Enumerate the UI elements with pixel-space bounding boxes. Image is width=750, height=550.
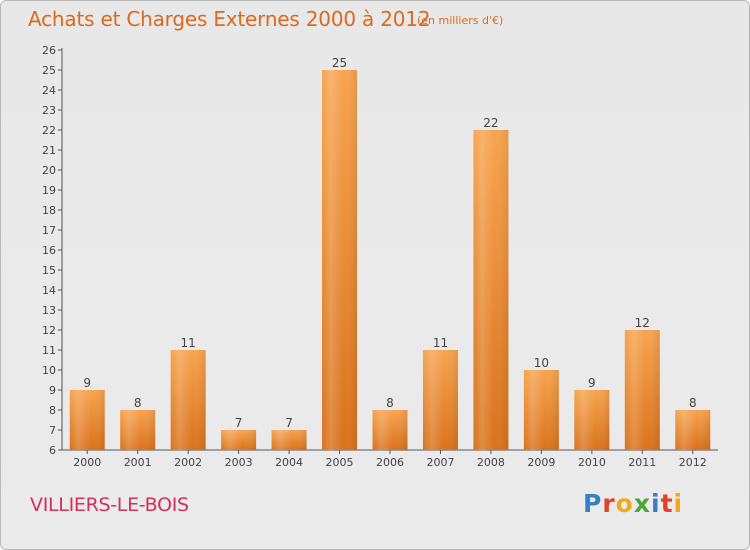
proxiti-logo: Proxiti <box>583 489 683 518</box>
y-tick-label: 26 <box>42 44 56 57</box>
bar-highlight <box>69 390 105 450</box>
x-tick-label: 2002 <box>174 456 202 469</box>
y-tick-label: 22 <box>42 124 56 137</box>
value-label: 8 <box>689 396 697 410</box>
y-tick-label: 13 <box>42 304 56 317</box>
chart-title: Achats et Charges Externes 2000 à 2012 <box>28 7 431 31</box>
value-label: 7 <box>235 416 243 430</box>
x-tick-label: 2005 <box>326 456 354 469</box>
y-tick-label: 8 <box>49 404 56 417</box>
y-axis: 6 7 8 9 10 11 12 13 14 15 16 17 18 19 20 21 22 23 24 25 26 <box>42 44 63 457</box>
value-labels: 9 8 11 7 7 25 8 11 22 10 9 12 8 <box>83 56 696 430</box>
logo-letter: o <box>615 489 634 518</box>
value-label: 25 <box>332 56 347 70</box>
bar-highlight <box>120 410 156 450</box>
bars <box>69 70 711 450</box>
y-tick-label: 16 <box>42 244 56 257</box>
bar-highlight <box>322 70 358 450</box>
y-tick-label: 21 <box>42 144 56 157</box>
x-tick-label: 2008 <box>477 456 505 469</box>
y-tick-label: 18 <box>42 204 56 217</box>
y-tick-label: 11 <box>42 344 56 357</box>
y-tick-label: 24 <box>42 84 56 97</box>
x-tick-label: 2007 <box>426 456 454 469</box>
x-tick-label: 2012 <box>679 456 707 469</box>
value-label: 8 <box>386 396 394 410</box>
y-tick-label: 20 <box>42 164 56 177</box>
y-tick-label: 12 <box>42 324 56 337</box>
value-label: 22 <box>483 116 498 130</box>
value-label: 10 <box>534 356 549 370</box>
bar-highlight <box>372 410 408 450</box>
value-label: 9 <box>83 376 91 390</box>
x-tick-label: 2003 <box>225 456 253 469</box>
value-label: 12 <box>635 316 650 330</box>
y-tick-label: 25 <box>42 64 56 77</box>
x-tick-label: 2000 <box>73 456 101 469</box>
y-tick-label: 23 <box>42 104 56 117</box>
bar-highlight <box>624 330 660 450</box>
bar-highlight <box>221 430 257 450</box>
logo-letter: r <box>602 489 616 518</box>
bar-highlight <box>271 430 307 450</box>
y-tick-label: 19 <box>42 184 56 197</box>
value-label: 11 <box>181 336 196 350</box>
logo-letter: i <box>673 489 684 518</box>
bar-highlight <box>170 350 206 450</box>
x-tick-label: 2006 <box>376 456 404 469</box>
x-tick-label: 2001 <box>124 456 152 469</box>
value-label: 7 <box>285 416 293 430</box>
value-label: 11 <box>433 336 448 350</box>
y-tick-label: 9 <box>49 384 56 397</box>
value-label: 9 <box>588 376 596 390</box>
place-name: VILLIERS-LE-BOIS <box>30 494 189 516</box>
bar-highlight <box>675 410 711 450</box>
bar-highlight <box>473 130 509 450</box>
x-tick-label: 2009 <box>527 456 555 469</box>
bar-highlight <box>422 350 458 450</box>
bar-highlight <box>574 390 610 450</box>
y-tick-label: 15 <box>42 264 56 277</box>
y-tick-label: 14 <box>42 284 56 297</box>
y-tick-label: 17 <box>42 224 56 237</box>
x-tick-label: 2010 <box>578 456 606 469</box>
x-axis: 2000 2001 2002 2003 2004 2005 2006 2007 2008 2009… <box>62 449 718 469</box>
chart-subtitle: (en milliers d'€) <box>417 14 504 27</box>
x-tick-label: 2011 <box>628 456 656 469</box>
bar-highlight <box>523 370 559 450</box>
logo-letter: i <box>651 489 661 518</box>
value-label: 8 <box>134 396 142 410</box>
x-tick-label: 2004 <box>275 456 303 469</box>
y-tick-label: 6 <box>49 444 56 457</box>
y-tick-label: 10 <box>42 364 56 377</box>
logo-letter: t <box>660 489 674 518</box>
y-tick-label: 7 <box>49 424 56 437</box>
logo-letter: P <box>583 489 603 518</box>
logo-letter: x <box>633 489 651 518</box>
